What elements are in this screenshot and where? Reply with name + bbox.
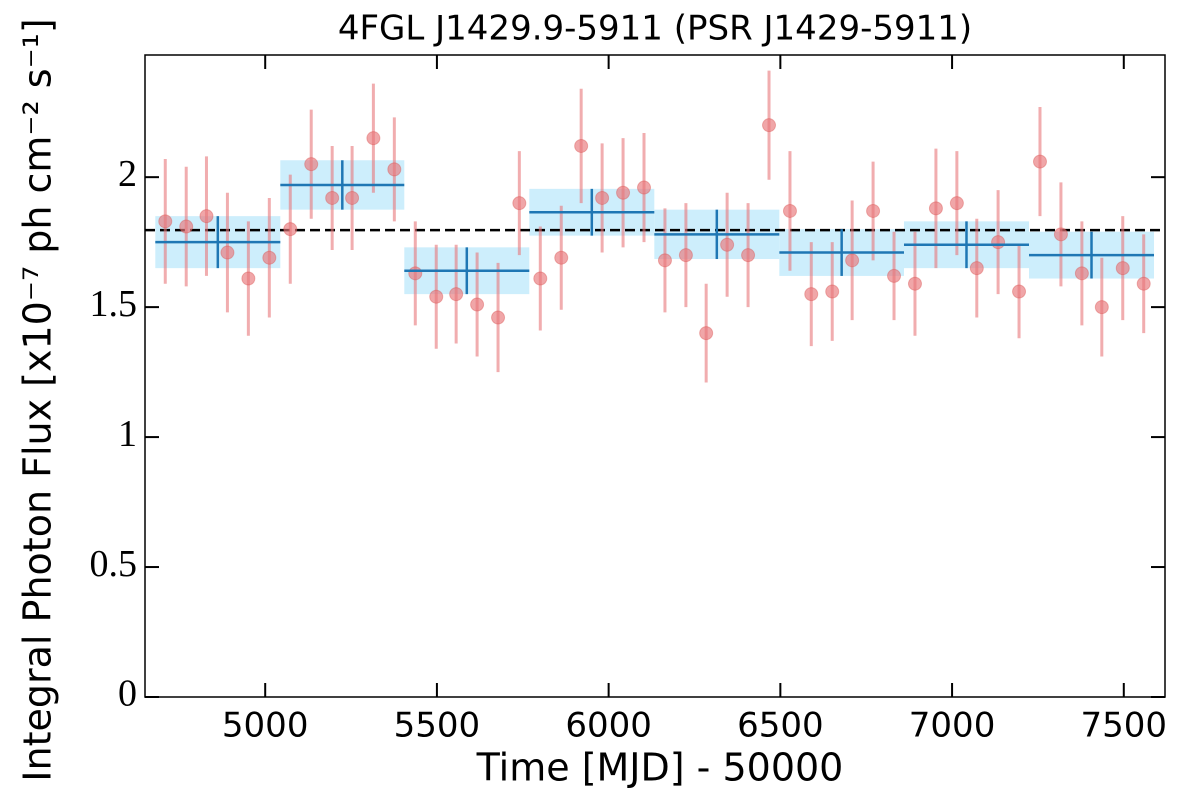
y-tick-label: 1.5	[90, 283, 138, 325]
point	[470, 297, 485, 312]
point	[491, 310, 506, 325]
point	[449, 287, 464, 302]
point	[782, 203, 797, 218]
point	[1053, 227, 1068, 242]
point	[429, 289, 444, 304]
point	[825, 284, 840, 299]
point	[533, 271, 548, 286]
x-tick-label: 6500	[737, 706, 824, 746]
point	[1032, 154, 1047, 169]
point	[179, 219, 194, 234]
point	[387, 162, 402, 177]
point	[241, 271, 256, 286]
point	[678, 248, 693, 263]
point	[657, 253, 672, 268]
point	[949, 196, 964, 211]
y-tick-label: 0.5	[90, 543, 138, 585]
point	[699, 326, 714, 341]
point	[366, 131, 381, 146]
plot-frame	[144, 54, 1166, 698]
point	[408, 266, 423, 281]
x-tick-label: 5000	[222, 706, 309, 746]
point	[762, 118, 777, 133]
x-tick-label: 5500	[394, 706, 481, 746]
point	[907, 276, 922, 291]
point	[1012, 284, 1027, 299]
y-tick-label: 1	[118, 413, 137, 455]
point	[1115, 261, 1130, 276]
point	[220, 245, 235, 260]
chart-title: 4FGL J1429.9-5911 (PSR J1429-5911)	[338, 9, 972, 49]
x-tick-label: 7000	[909, 706, 996, 746]
x-tick-label: 6000	[565, 706, 652, 746]
point	[969, 261, 984, 276]
point	[262, 250, 277, 265]
point	[283, 222, 298, 237]
point	[325, 190, 340, 205]
point	[1074, 266, 1089, 281]
point	[554, 250, 569, 265]
point	[595, 190, 610, 205]
point	[304, 157, 319, 172]
point	[574, 138, 589, 153]
y-tick-label: 0	[118, 673, 137, 715]
point	[199, 209, 214, 224]
point	[512, 196, 527, 211]
point	[887, 268, 902, 283]
x-tick-label: 7500	[1081, 706, 1168, 746]
point	[345, 190, 360, 205]
x-axis-label: Time [MJD] - 50000	[476, 746, 844, 790]
point	[637, 180, 652, 195]
point	[741, 248, 756, 263]
point	[804, 287, 819, 302]
point	[720, 237, 735, 252]
point	[616, 185, 631, 200]
point	[991, 235, 1006, 250]
point	[1094, 300, 1109, 315]
point	[158, 214, 173, 229]
point	[928, 201, 943, 216]
point	[1136, 276, 1151, 291]
y-tick-label: 2	[118, 153, 137, 195]
y-axis-label: Integral Photon Flux [x10⁻⁷ ph cm⁻² s⁻¹]	[16, 18, 60, 781]
point	[845, 253, 860, 268]
point	[866, 203, 881, 218]
